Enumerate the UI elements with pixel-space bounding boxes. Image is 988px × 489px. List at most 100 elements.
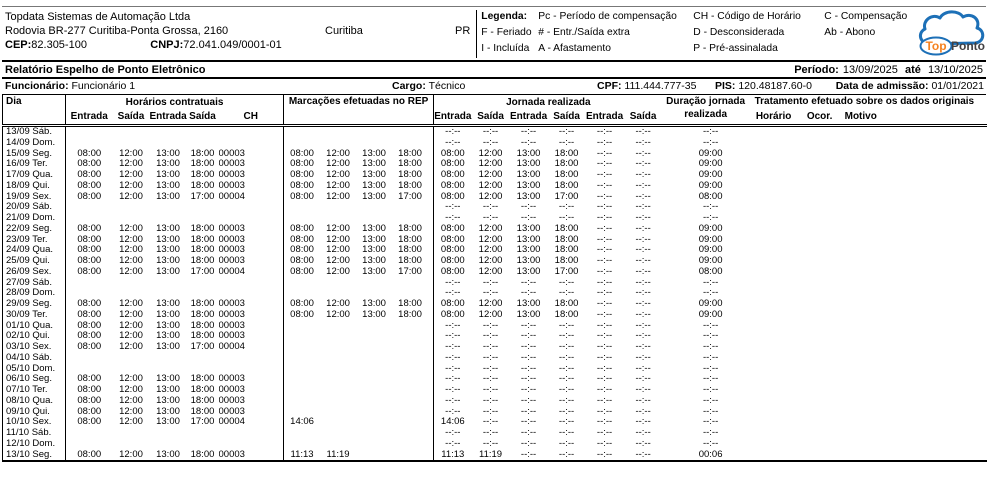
contract-time-cell: 12:00 [119, 395, 143, 406]
journey-time-cell: --:-- [635, 191, 651, 202]
journey-time-cell: 08:00 [440, 159, 465, 170]
journey-time-cell: --:-- [635, 170, 651, 180]
contract-time-cell: 12:00 [119, 266, 143, 277]
day-cell: 24/09 Qua. [2, 245, 66, 256]
rep-mark: 08:00 [290, 309, 314, 320]
contract-time-cell: 18:00 [190, 299, 215, 309]
treatment-motivo-cell [841, 321, 987, 332]
treatment-ocor-cell [799, 374, 841, 385]
journey-time-cell: --:-- [558, 352, 575, 363]
journey-time-cell: --:-- [635, 148, 651, 159]
journey-time-cell: --:-- [635, 299, 651, 309]
journey-time-cell: 18:00 [554, 234, 579, 245]
journey-time-cell: 18:00 [554, 299, 579, 309]
rep-mark: 18:00 [398, 148, 422, 159]
rep-mark: 18:00 [398, 299, 422, 309]
duration-cell: 00:06 [698, 449, 723, 460]
table-row: 11/10 Sáb. --:-- --:-- --:-- --:-- --:-- --:--… [2, 428, 987, 439]
journey-time-cell: --:-- [520, 213, 537, 223]
journey-time-cell: --:-- [520, 417, 537, 428]
company-header: Topdata Sistemas de Automação Ltda Rodov… [2, 6, 986, 62]
contract-time-cell: 13:00 [156, 191, 180, 202]
admission-group: Data de admissão: 01/01/2021 [828, 79, 986, 94]
rep-mark [356, 450, 392, 461]
rep-mark: 13:00 [362, 234, 386, 245]
rep-mark: 11:13 [290, 449, 314, 460]
treatment-ocor-cell [799, 396, 841, 407]
contract-time-cell: 08:00 [77, 148, 102, 159]
contract-time-cell [150, 126, 187, 138]
treatment-motivo-cell [841, 417, 987, 428]
treatment-horario-cell [749, 159, 799, 170]
day-cell: 02/10 Qui. [2, 331, 66, 342]
contract-time-cell [150, 353, 187, 364]
rep-mark: 13:00 [362, 266, 386, 277]
table-row: 03/10 Sex. 08:00 12:00 13:00 17:00 00004 --:--… [2, 342, 987, 353]
day-cell: 01/10 Qua. [2, 320, 66, 332]
legend-item: I - Incluída [481, 43, 530, 54]
header-journey-saida2: Saída [553, 111, 580, 122]
contract-time-cell [187, 278, 219, 289]
cep-label: CEP: [5, 39, 32, 51]
rep-mark: 13:00 [362, 299, 386, 309]
journey-time-cell: --:-- [445, 363, 461, 374]
treatment-motivo-cell [841, 342, 987, 353]
journey-time-cell: --:-- [445, 374, 461, 385]
rep-marks-cell: 08:00 12:00 13:00 18:00 [283, 170, 435, 181]
treatment-motivo-cell [841, 439, 987, 450]
contract-time-cell: 18:00 [190, 245, 215, 256]
contract-ch-cell: 00003 [218, 320, 285, 332]
contract-time-cell: 18:00 [190, 234, 215, 245]
journey-time-cell: 13:00 [516, 299, 541, 309]
contract-time-cell [187, 213, 219, 224]
journey-time-cell: --:-- [596, 137, 613, 148]
contract-time-cell: 12:00 [119, 170, 143, 180]
treatment-ocor-cell [799, 288, 841, 299]
contract-time-cell [66, 138, 113, 149]
journey-time-cell: 08:00 [440, 148, 465, 159]
header-journey-saida1: Saída [477, 111, 504, 122]
journey-time-cell: --:-- [596, 266, 613, 277]
rep-mark: 12:00 [326, 266, 350, 277]
contract-time-cell: 17:00 [190, 266, 215, 277]
journey-time-cell: 13:00 [516, 234, 541, 245]
day-cell: 04/10 Sáb. [2, 352, 66, 364]
contract-time-cell: 18:00 [190, 320, 215, 331]
journey-time-cell: --:-- [596, 148, 613, 159]
treatment-motivo-cell [841, 224, 987, 235]
journey-time-cell: 08:00 [440, 223, 465, 234]
journey-time-cell: --:-- [558, 126, 575, 137]
contract-time-cell [113, 288, 150, 299]
treatment-horario-cell [749, 342, 799, 353]
rep-mark: 11:19 [326, 449, 350, 460]
contract-ch-cell [218, 288, 285, 299]
contract-time-cell [187, 364, 219, 375]
journey-time-cell: 12:00 [478, 191, 503, 202]
legend-item: C - Compensação [824, 11, 908, 22]
header-journey-entrada3: Entrada [585, 111, 624, 122]
contract-time-cell: 08:00 [77, 309, 102, 320]
treatment-ocor-cell [799, 202, 841, 213]
rep-marks-cell: 08:00 12:00 13:00 18:00 [283, 148, 435, 160]
contract-time-cell: 08:00 [77, 191, 102, 202]
legend-item [824, 42, 912, 56]
day-cell: 25/09 Qui. [2, 256, 66, 267]
contract-time-cell: 13:00 [156, 234, 180, 245]
journey-time-cell: --:-- [635, 374, 651, 385]
journey-time-cell: --:-- [445, 438, 461, 449]
journey-time-cell: --:-- [558, 320, 575, 331]
journey-time-cell: --:-- [558, 342, 575, 352]
rep-mark: 08:00 [290, 148, 314, 159]
contract-time-cell [66, 439, 113, 450]
contract-time-cell: 08:00 [77, 245, 102, 256]
treatment-horario-cell [749, 192, 799, 203]
journey-time-cell: --:-- [635, 363, 651, 374]
rep-mark: 17:00 [398, 191, 422, 202]
journey-time-cell: 08:00 [440, 170, 465, 180]
duration-cell: --:-- [702, 277, 719, 288]
journey-time-cell: --:-- [520, 352, 537, 363]
table-row: 28/09 Dom. --:-- --:-- --:-- --:-- --:-- --:--… [2, 288, 987, 299]
contract-time-cell [66, 213, 113, 224]
rep-mark: 12:00 [326, 180, 350, 191]
treatment-motivo-cell [841, 288, 987, 299]
